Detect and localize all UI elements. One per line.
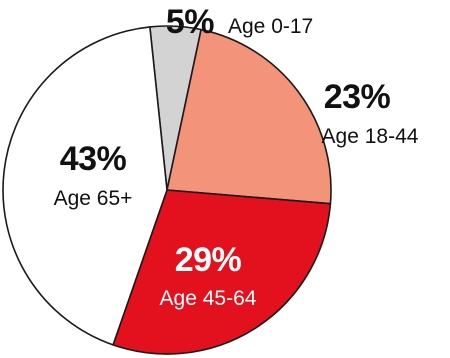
- slice-category-label: Age 18-44: [322, 125, 419, 148]
- slice-category-label: Age 45-64: [160, 287, 257, 310]
- slice-percent-label: 29%: [175, 241, 242, 279]
- pie-slice-age-65-: [2, 26, 168, 346]
- slice-percent-label: 5%: [166, 3, 214, 41]
- slice-percent-label: 43%: [60, 140, 127, 178]
- pie-slice-age-45-64: [112, 189, 332, 355]
- labels-layer: 5% Age 0-17 23% Age 18-44 29% Age 45-64 43% Age…: [54, 3, 419, 310]
- slice-percent-label: 23%: [324, 78, 391, 116]
- slice-category-label: Age 65+: [54, 187, 133, 210]
- slices-layer: [2, 25, 332, 355]
- slice-category-label: Age 0-17: [228, 15, 313, 38]
- pie-slice-age-18-44: [166, 28, 332, 205]
